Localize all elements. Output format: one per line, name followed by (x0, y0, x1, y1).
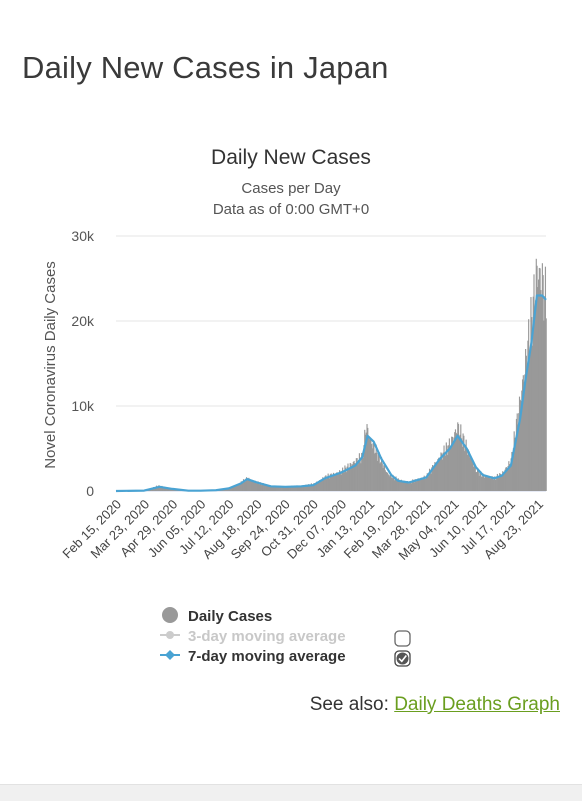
legend-label-daily-cases: Daily Cases (188, 608, 272, 625)
chart-subtitle-line-1: Cases per Day (241, 180, 341, 197)
checkbox-7day-average[interactable] (395, 651, 410, 666)
check-icon-bg (397, 653, 409, 665)
daily-cases-bar (546, 318, 547, 491)
y-axis-label: Novel Coronavirus Daily Cases (42, 261, 59, 469)
moving-average-7day-line (116, 296, 546, 492)
see-also: See also: Daily Deaths Graph (310, 694, 560, 716)
legend-item-daily-cases[interactable]: Daily Cases (162, 607, 272, 625)
legend-label-3day-average: 3-day moving average (188, 628, 346, 645)
daily-deaths-graph-link[interactable]: Daily Deaths Graph (394, 694, 560, 715)
legend-item-3day-average[interactable]: 3-day moving average (160, 628, 346, 645)
legend-marker-3day (166, 631, 174, 639)
y-tick-labels: 0 10k 20k 30k (71, 228, 95, 499)
y-tick-label: 30k (71, 228, 95, 244)
chart-subtitle-line-2: Data as of 0:00 GMT+0 (213, 201, 369, 218)
chart: Daily New Cases Cases per Day Data as of… (0, 130, 582, 675)
legend-label-7day-average: 7-day moving average (188, 648, 346, 665)
y-tick-label: 20k (71, 313, 95, 329)
bottom-bar (0, 784, 582, 801)
y-tick-label: 10k (71, 398, 95, 414)
legend-marker-7day (165, 650, 175, 660)
legend-item-7day-average[interactable]: 7-day moving average (160, 648, 346, 665)
grid-lines (116, 236, 546, 491)
chart-title: Daily New Cases (211, 146, 371, 169)
legend-marker-daily-cases (162, 607, 178, 623)
legend: Daily Cases 3-day moving average 7-day m… (160, 607, 410, 666)
see-also-prefix: See also: (310, 694, 389, 715)
moving-average-line (116, 296, 546, 492)
page-title: Daily New Cases in Japan (22, 50, 389, 86)
y-tick-label: 0 (86, 483, 94, 499)
daily-cases-bars (116, 259, 547, 491)
checkbox-3day-average[interactable] (395, 631, 410, 646)
